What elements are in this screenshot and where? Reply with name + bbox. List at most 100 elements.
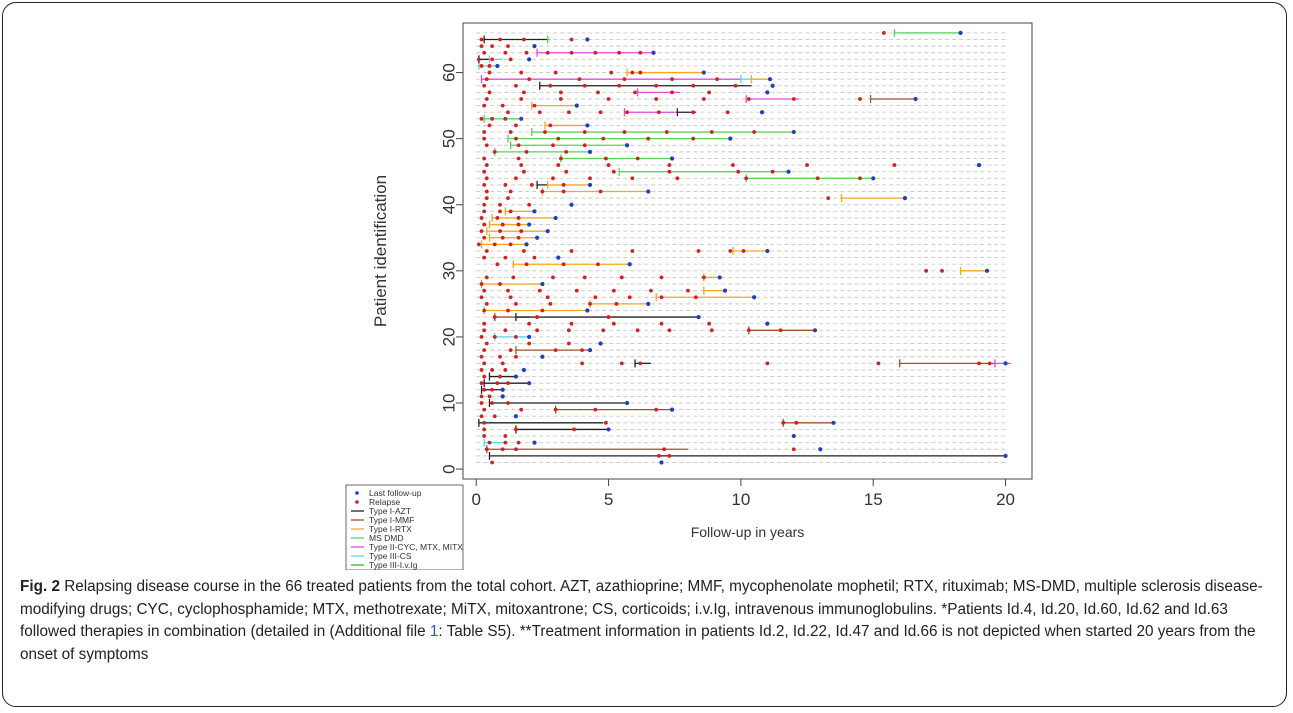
relapse-point	[892, 163, 897, 167]
relapse-point	[572, 427, 577, 432]
relapse-point	[553, 407, 558, 412]
relapse-point	[500, 103, 505, 108]
relapse-point	[479, 282, 484, 286]
relapse-point	[503, 50, 508, 55]
last-followup-point	[701, 70, 706, 75]
relapse-point	[506, 196, 510, 201]
relapse-point	[715, 77, 719, 82]
legend-label: Type III-I.v.Ig	[369, 560, 418, 570]
relapse-point	[482, 374, 487, 379]
relapse-point	[495, 381, 500, 386]
x-tick-label: 5	[604, 490, 613, 509]
last-followup-point	[871, 176, 876, 181]
last-followup-point	[913, 96, 918, 102]
relapse-point	[482, 222, 487, 227]
last-followup-point	[812, 328, 818, 333]
relapse-point	[490, 44, 495, 49]
relapse-point	[503, 255, 508, 260]
relapse-point	[482, 328, 487, 333]
relapse-point	[482, 427, 487, 432]
relapse-point	[693, 295, 698, 300]
relapse-point	[606, 163, 611, 167]
relapse-point	[500, 361, 505, 366]
relapse-point	[514, 83, 518, 88]
relapse-point	[667, 453, 672, 458]
relapse-point	[770, 169, 775, 174]
relapse-point	[490, 368, 495, 372]
relapse-point	[511, 275, 516, 280]
relapse-point	[638, 50, 643, 55]
relapse-point	[543, 130, 547, 134]
last-followup-point	[587, 182, 593, 188]
relapse-point	[564, 169, 569, 174]
last-followup-point	[1003, 361, 1008, 366]
relapse-point	[482, 321, 487, 326]
relapse-point	[733, 83, 738, 88]
relapse-point	[492, 149, 497, 154]
last-followup-point	[527, 381, 532, 386]
relapse-point	[622, 130, 627, 134]
relapse-point	[482, 103, 487, 108]
relapse-point	[728, 249, 733, 253]
relapse-point	[709, 130, 714, 134]
relapse-point	[794, 420, 799, 425]
relapse-point	[553, 70, 558, 75]
relapse-point	[484, 196, 489, 201]
y-tick-label: 60	[440, 63, 459, 82]
relapse-point	[805, 163, 809, 167]
relapse-point	[495, 216, 500, 220]
relapse-point	[524, 262, 529, 267]
relapse-point	[498, 229, 502, 234]
relapse-point	[484, 163, 489, 167]
last-followup-point	[540, 281, 545, 287]
relapse-point	[514, 447, 518, 452]
x-axis-title: Follow-up in years	[691, 524, 805, 540]
relapse-point	[490, 57, 495, 62]
y-tick-label: 50	[440, 129, 459, 148]
relapse-point	[611, 169, 616, 174]
swimmer-chart: 0 5 10 15 20 0 10 20 30 40 50 60 Follow-up in years P…	[345, 22, 1033, 570]
relapse-point	[503, 434, 508, 438]
last-followup-point	[527, 57, 532, 62]
y-tick-label: 0	[440, 464, 459, 473]
relapse-point	[482, 169, 487, 174]
last-followup-point	[958, 30, 963, 36]
relapse-point	[561, 262, 566, 267]
relapse-point	[696, 249, 701, 253]
relapse-point	[545, 295, 550, 300]
relapse-point	[630, 176, 635, 181]
relapse-point	[521, 90, 526, 95]
last-followup-point	[791, 129, 796, 135]
relapse-point	[535, 328, 540, 333]
relapse-point	[553, 348, 558, 353]
relapse-point	[482, 209, 487, 214]
relapse-point	[977, 361, 981, 366]
relapse-point	[484, 189, 489, 194]
relapse-point	[569, 249, 574, 253]
relapse-point	[551, 143, 555, 148]
x-tick-label: 20	[996, 490, 1015, 509]
relapse-point	[492, 242, 497, 247]
relapse-point	[514, 354, 518, 359]
relapse-point	[484, 77, 489, 82]
relapse-point	[752, 130, 757, 134]
last-followup-point	[765, 90, 770, 95]
relapse-point	[508, 242, 513, 247]
relapse-point	[484, 176, 489, 181]
relapse-point	[596, 262, 600, 267]
relapse-point	[479, 394, 484, 399]
relapse-point	[508, 189, 513, 194]
y-tick-label: 30	[440, 261, 459, 280]
relapse-point	[506, 381, 510, 386]
relapse-point	[479, 64, 484, 68]
relapse-point	[791, 97, 796, 101]
relapse-point	[566, 110, 571, 115]
relapse-point	[479, 401, 484, 405]
additional-file-link[interactable]: 1	[429, 623, 439, 640]
relapse-point	[484, 143, 489, 148]
legend-label: Relapse	[369, 497, 400, 507]
y-tick-label: 40	[440, 195, 459, 214]
relapse-point	[482, 348, 487, 353]
relapse-point	[654, 407, 659, 412]
relapse-point	[495, 262, 500, 267]
